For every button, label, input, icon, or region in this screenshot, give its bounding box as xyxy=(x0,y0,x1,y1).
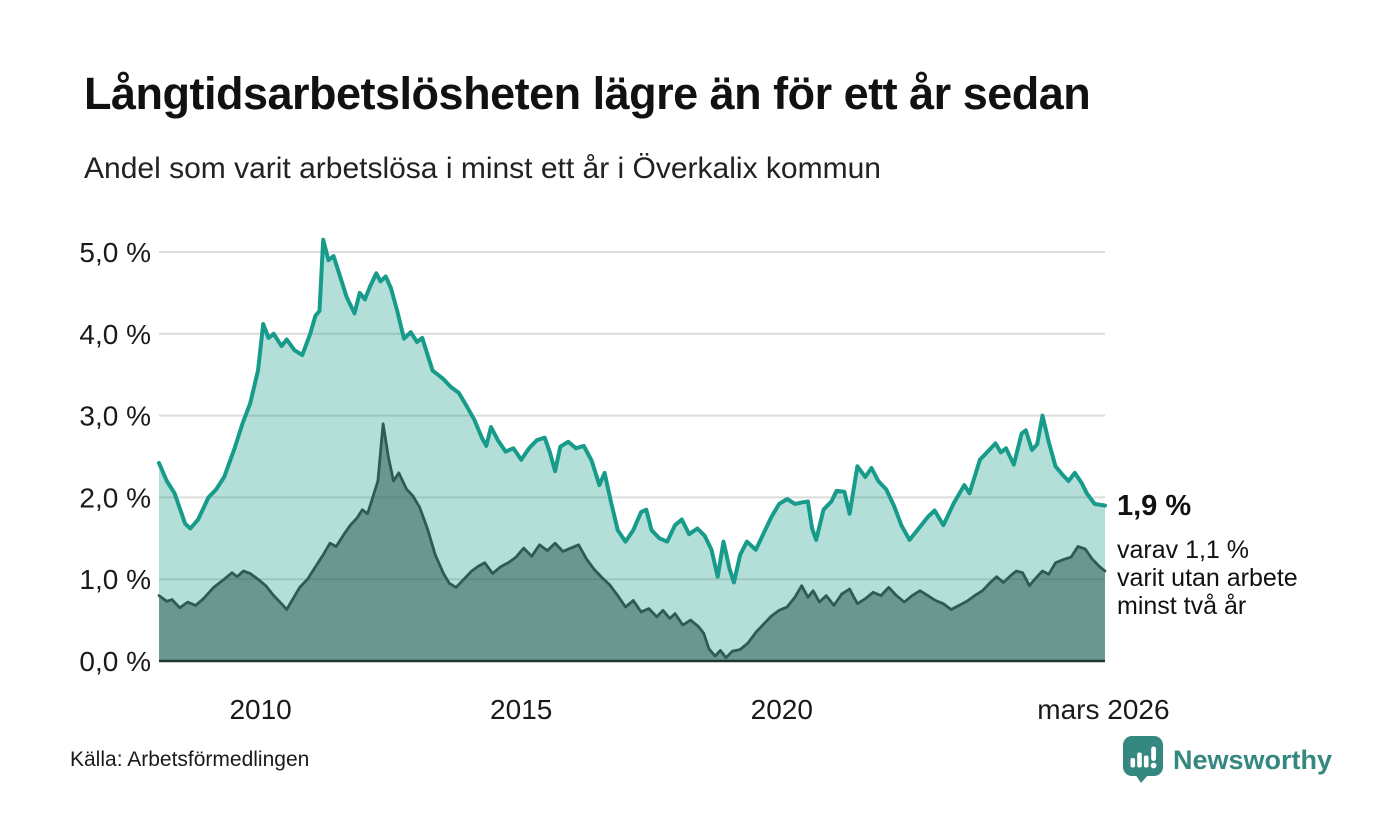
x-axis-tick-label: mars 2026 xyxy=(1037,694,1169,725)
x-axis-tick-label: 2020 xyxy=(751,694,813,725)
latest-value-label: 1,9 % xyxy=(1117,490,1192,522)
page-subtitle: Andel som varit arbetslösa i minst ett å… xyxy=(84,152,881,185)
brand-logo: Newsworthy xyxy=(1122,736,1332,784)
source-label: Källa: Arbetsförmedlingen xyxy=(70,748,310,771)
sub-label-line-2: varit utan arbete xyxy=(1117,564,1298,592)
y-axis-tick-label: 0,0 % xyxy=(79,646,151,677)
series-area-min-two-years xyxy=(159,423,1105,661)
y-axis-tick-label: 5,0 % xyxy=(79,237,151,268)
series-line-min-one-year xyxy=(157,237,1107,585)
x-axis-tick-label: 2010 xyxy=(229,694,291,725)
page-title: Långtidsarbetslösheten lägre än för ett … xyxy=(84,68,1091,119)
speech-bubble-bar-chart-icon xyxy=(1122,736,1163,783)
x-axis-tick-label: 2015 xyxy=(490,694,552,725)
y-axis-tick-label: 4,0 % xyxy=(79,319,151,350)
sub-label-line-3: minst två år xyxy=(1117,592,1247,620)
sub-label-line-1: varav 1,1 % xyxy=(1117,536,1250,564)
y-axis-tick-label: 2,0 % xyxy=(79,482,151,513)
latest-value-sub-label: varav 1,1 % varit utan arbete minst två … xyxy=(1117,536,1298,620)
y-axis-tick-label: 1,0 % xyxy=(79,564,151,595)
series-line-min-two-years xyxy=(157,422,1107,660)
brand-name: Newsworthy xyxy=(1172,744,1332,775)
y-axis-tick-label: 3,0 % xyxy=(79,401,151,432)
